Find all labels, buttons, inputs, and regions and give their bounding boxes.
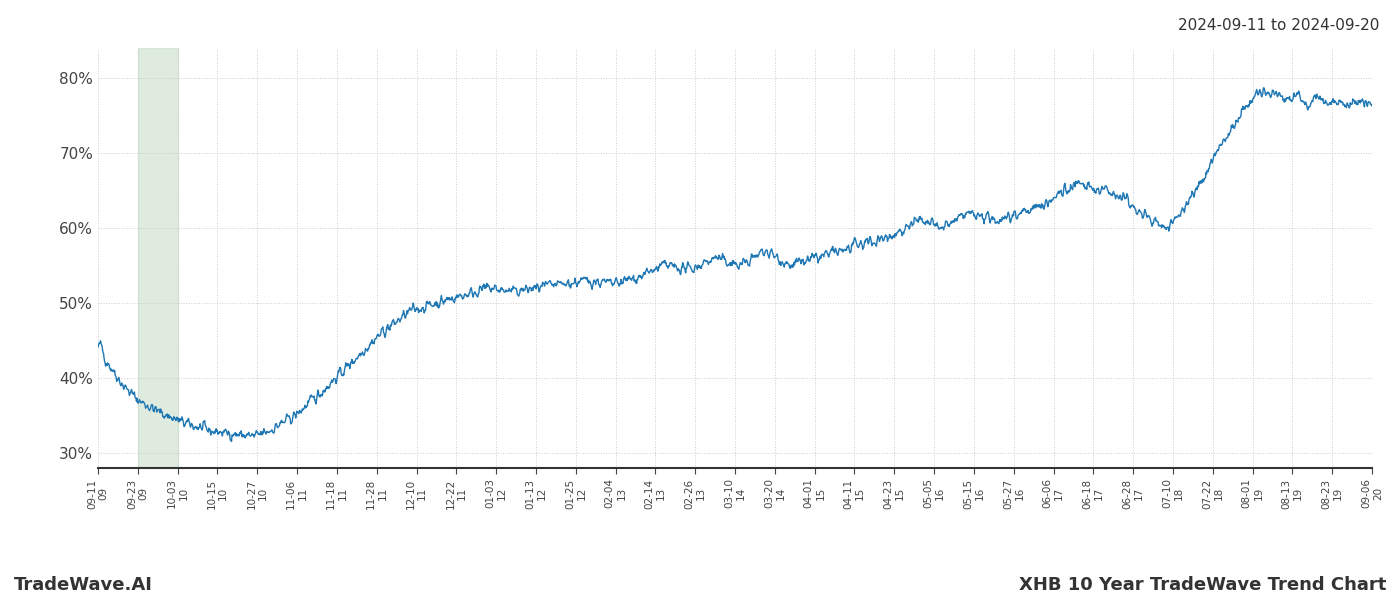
Text: TradeWave.AI: TradeWave.AI [14,576,153,594]
Bar [137,48,178,468]
Text: 2024-09-11 to 2024-09-20: 2024-09-11 to 2024-09-20 [1177,18,1379,33]
Text: XHB 10 Year TradeWave Trend Chart: XHB 10 Year TradeWave Trend Chart [1019,576,1386,594]
